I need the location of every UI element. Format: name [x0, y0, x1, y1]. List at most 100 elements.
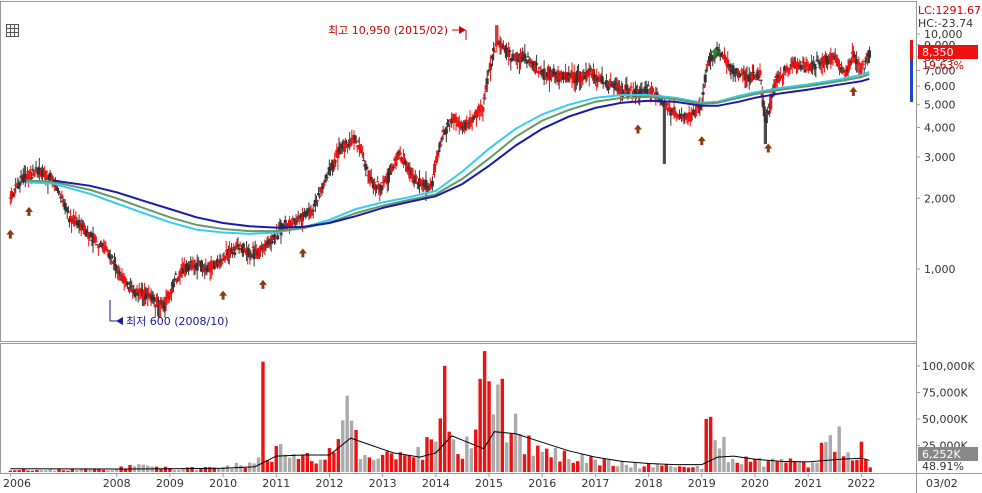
candle-body: [535, 63, 539, 65]
candle-body: [30, 176, 34, 179]
candle-body: [238, 244, 242, 246]
candle-body: [91, 233, 95, 243]
candle-body: [781, 74, 785, 79]
candle-body: [224, 250, 228, 252]
candle-body: [356, 141, 360, 143]
candle-body: [262, 247, 266, 251]
candle-body: [18, 182, 22, 186]
candle-body: [448, 125, 452, 127]
candle-body: [814, 67, 818, 69]
grid-menu-icon[interactable]: [6, 24, 19, 37]
candle-body: [471, 117, 475, 119]
candle-body: [323, 180, 327, 182]
volume-bar: [447, 431, 451, 472]
candle-body: [466, 122, 470, 124]
candle-body: [362, 160, 366, 162]
candle-body: [716, 52, 720, 54]
volume-bar: [39, 470, 44, 472]
candle-body: [350, 137, 354, 140]
time-axis: 2006 2008 2009 2010 2011 2012 2013 2014 2015 2016…: [3, 473, 958, 490]
candle-body: [16, 186, 20, 189]
candle-body: [354, 140, 358, 142]
candle-body: [767, 110, 771, 114]
candle-body: [276, 235, 280, 240]
candle-body: [167, 291, 171, 300]
candle-body: [587, 69, 591, 76]
candle-body: [542, 68, 546, 80]
volume-bar: [549, 457, 553, 472]
volume-panel-border: [0, 343, 917, 474]
candle-body: [375, 185, 379, 189]
candle-body: [324, 174, 328, 179]
candle-body: [516, 59, 520, 61]
candle-body: [805, 64, 809, 66]
candle-body: [723, 55, 727, 58]
price-range-bar-top: [910, 40, 913, 60]
candle-body: [322, 183, 326, 186]
volume-readout: 6,252K 48.91%: [918, 447, 978, 473]
volume-bar: [21, 468, 26, 472]
time-tick-label: 2018: [635, 477, 663, 490]
price-range-bar: [910, 40, 913, 102]
candle-body: [640, 88, 644, 97]
candle-body: [520, 52, 524, 55]
volume-bar: [110, 470, 114, 472]
candle-body: [152, 297, 156, 301]
candle-body: [663, 105, 667, 107]
volume-bar: [296, 458, 301, 472]
volume-bar: [518, 433, 522, 472]
volume-bar: [708, 416, 713, 472]
candle-body: [611, 85, 615, 87]
candle-body: [674, 112, 678, 117]
candle-body: [788, 68, 792, 70]
candle-body: [791, 61, 795, 66]
candle-body: [380, 186, 384, 191]
volume-bar: [92, 469, 97, 472]
volume-bar: [332, 452, 336, 472]
candle-body: [677, 114, 681, 116]
candle-body: [521, 55, 525, 62]
candle-body: [43, 170, 47, 178]
volume-bar: [846, 452, 850, 472]
candle-body: [376, 181, 380, 183]
candle-body: [310, 213, 314, 215]
candle-body: [609, 80, 613, 87]
candle-body: [53, 183, 57, 187]
candle-body: [625, 84, 629, 91]
volume-bar: [221, 467, 225, 472]
candle-body: [110, 256, 114, 258]
candle-body: [115, 265, 119, 267]
candle-body: [837, 63, 841, 66]
volume-bar: [522, 454, 527, 472]
candle-body: [717, 49, 721, 52]
volume-bar: [52, 470, 57, 472]
candle-body: [536, 71, 540, 73]
candle-body: [574, 78, 578, 83]
candle-body: [459, 123, 463, 128]
volume-bar: [553, 447, 558, 472]
candle-body: [863, 61, 867, 63]
candle-body: [820, 57, 824, 66]
candle-body: [338, 150, 342, 154]
candle-body: [868, 50, 872, 58]
volume-bar: [252, 463, 256, 472]
volume-badge-bg: [918, 447, 978, 461]
candle-body: [103, 246, 107, 248]
candle-body: [689, 113, 693, 121]
candle-body: [604, 80, 608, 87]
volume-bar: [536, 445, 540, 472]
volume-bar: [283, 454, 287, 472]
candle-body: [588, 68, 592, 71]
candle-body: [382, 181, 386, 184]
candle-body: [851, 50, 855, 57]
volume-bar: [651, 467, 655, 472]
volume-bar: [487, 381, 491, 472]
candle-body: [848, 61, 852, 66]
volume-bar: [327, 448, 332, 472]
candle-body: [206, 264, 210, 272]
candle-body: [685, 114, 689, 119]
time-tick-label: 2014: [422, 477, 450, 490]
candle-body: [126, 287, 130, 289]
candle-body: [315, 200, 319, 202]
volume-bar: [44, 470, 48, 472]
